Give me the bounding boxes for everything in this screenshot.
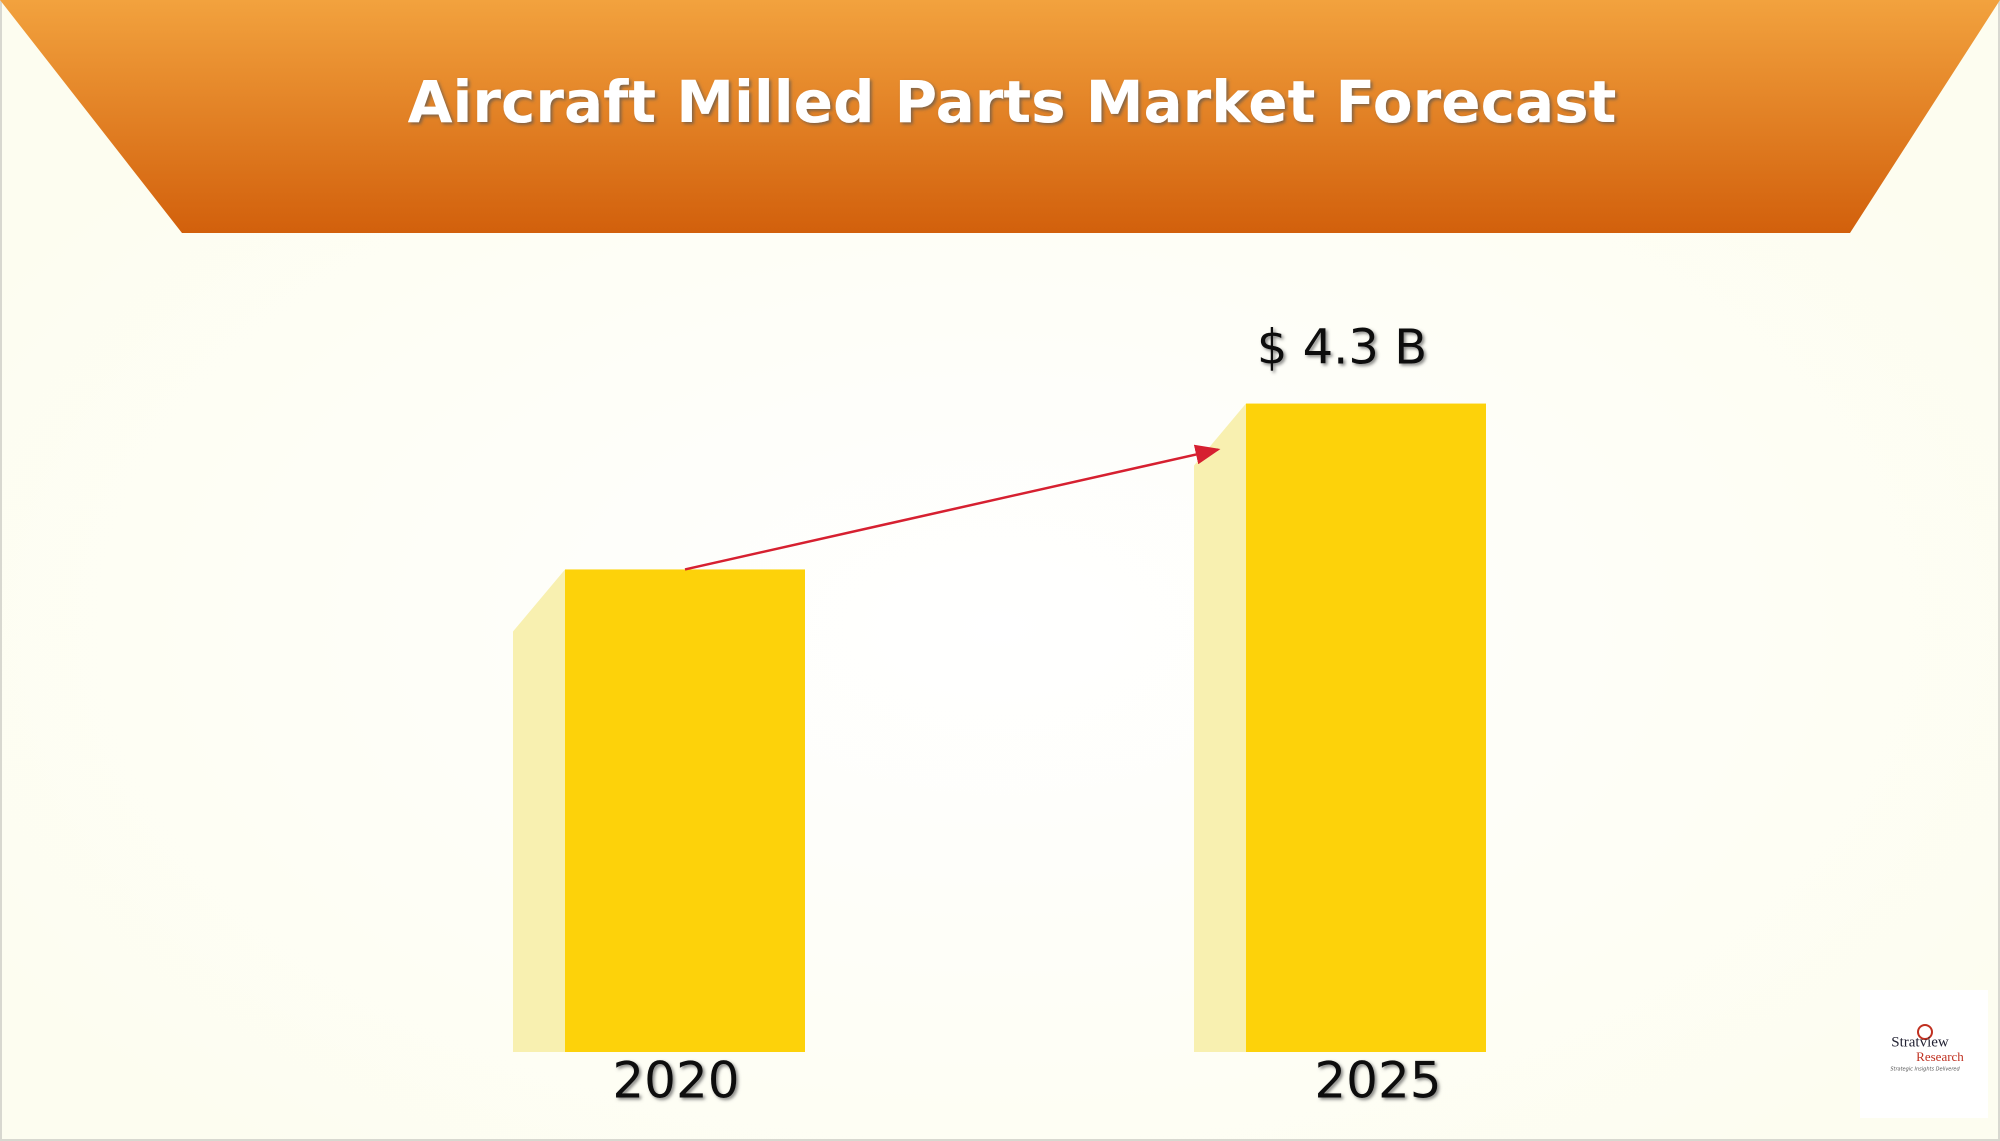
header-banner bbox=[0, 0, 2000, 233]
x-tick-label: 2020 bbox=[612, 1052, 739, 1110]
bar bbox=[565, 569, 805, 1052]
chart-title: Aircraft Milled Parts Market Forecast bbox=[408, 68, 1617, 136]
logo-icon bbox=[1917, 1024, 1933, 1040]
x-tick-label: 2025 bbox=[1314, 1052, 1441, 1110]
bar-side bbox=[513, 569, 565, 1052]
trend-arrow bbox=[684, 444, 1221, 571]
logo-tagline: Strategic Insights Delivered bbox=[1890, 1067, 1960, 1073]
bar-side bbox=[1194, 403, 1246, 1052]
logo-sub: Research bbox=[1916, 1049, 1964, 1064]
value-label: $ 4.3 B bbox=[1257, 320, 1427, 376]
logo-name: Stratview bbox=[1891, 1034, 1949, 1050]
logo: Stratview Research Strategic Insights De… bbox=[1860, 990, 1988, 1118]
bar bbox=[1246, 403, 1486, 1052]
logo-box bbox=[1860, 990, 1988, 1118]
